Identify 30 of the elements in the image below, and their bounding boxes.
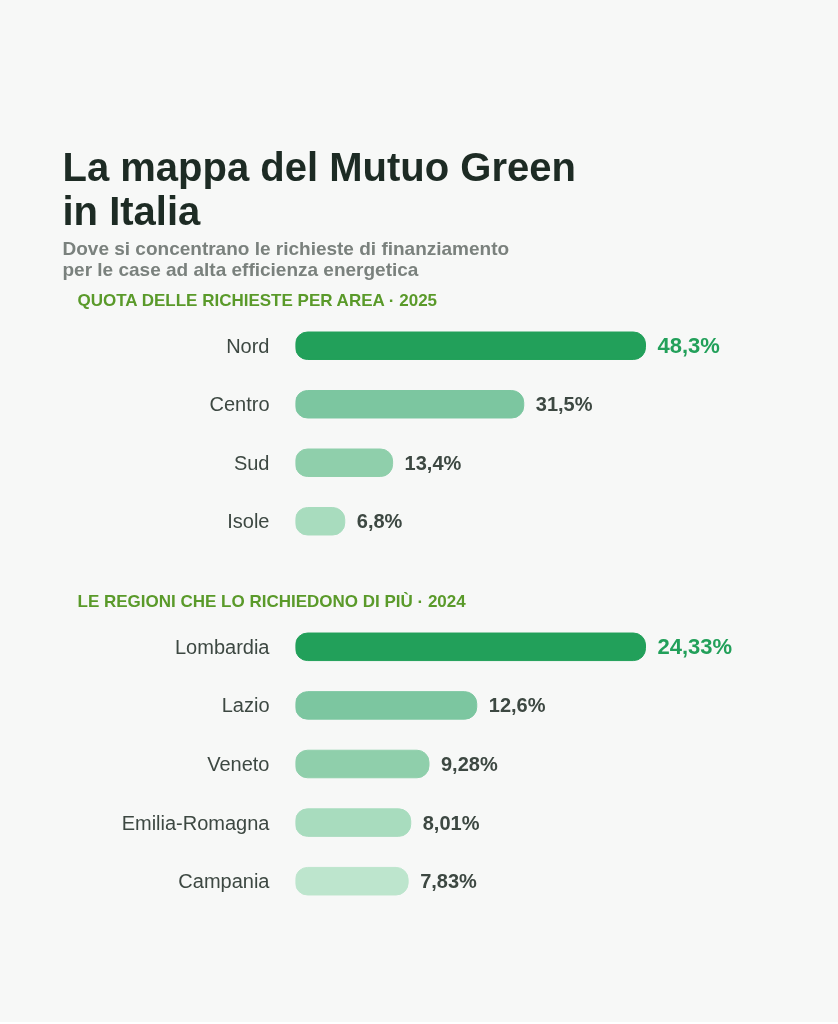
data-label: 31,5% (535, 393, 593, 416)
data-label: 7,83% (420, 870, 478, 893)
data-label: 13,4% (404, 451, 462, 474)
bar (295, 866, 409, 896)
data-label: 6,8% (356, 510, 403, 533)
chart-title: LE REGIONI CHE LO RICHIEDONO DI PIÙ · 2024 (77, 591, 467, 611)
y-tick-label: Emilia-Romagna (121, 811, 271, 834)
data-label: 24,33% (657, 634, 733, 660)
bar (295, 331, 646, 360)
text: QUOTA DELLE RICHIESTE PER AREA · 2025 (77, 290, 438, 310)
data-label: 48,3% (657, 333, 720, 359)
data-label: 9,28% (441, 753, 498, 775)
y-tick-label: Nord (226, 334, 270, 357)
y-tick-label: Isole (227, 510, 270, 533)
y-tick-label: Lombardia (175, 635, 271, 658)
y-tick-label: Campania (178, 870, 271, 893)
bar (295, 749, 430, 779)
bar (295, 808, 412, 837)
y-tick-label: Lazio (221, 694, 270, 717)
bar (295, 390, 525, 419)
data-label: 12,6% (488, 694, 546, 717)
y-tick-label: Centro (209, 393, 270, 416)
chart-subtitle: Dove si concentrano le richieste di finanziamento per le case ad alta efficienza energetica (62, 237, 510, 280)
chart-title: La mappa del Mutuo Green in Italia (62, 144, 576, 233)
data-label: 8,01% (422, 811, 480, 834)
y-tick-label: Veneto (207, 753, 270, 775)
bar (295, 632, 646, 662)
bar (295, 448, 394, 477)
bar (295, 691, 478, 720)
y-tick-label: Sud (233, 451, 270, 474)
